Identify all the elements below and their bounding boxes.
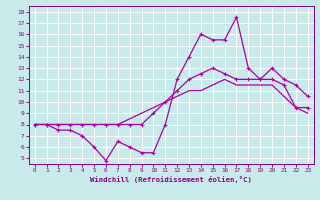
X-axis label: Windchill (Refroidissement éolien,°C): Windchill (Refroidissement éolien,°C) [90,176,252,183]
